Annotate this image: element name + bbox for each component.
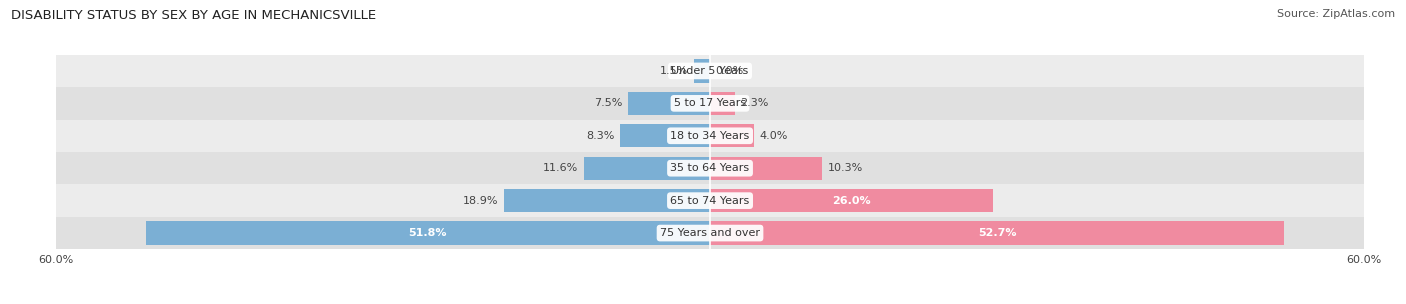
Text: 18.9%: 18.9% — [463, 196, 499, 206]
Bar — [620, 124, 710, 147]
Text: 2.3%: 2.3% — [741, 98, 769, 108]
Bar — [56, 152, 1364, 185]
Text: 5 to 17 Years: 5 to 17 Years — [673, 98, 747, 108]
Bar — [56, 185, 1364, 217]
Text: 11.6%: 11.6% — [543, 163, 578, 173]
Bar — [56, 217, 1364, 249]
Text: Under 5 Years: Under 5 Years — [672, 66, 748, 76]
Text: 52.7%: 52.7% — [979, 228, 1017, 238]
Bar — [710, 157, 823, 180]
Bar — [628, 92, 710, 115]
Text: 10.3%: 10.3% — [828, 163, 863, 173]
Text: 18 to 34 Years: 18 to 34 Years — [671, 131, 749, 141]
Bar — [710, 124, 754, 147]
Text: 8.3%: 8.3% — [586, 131, 614, 141]
Bar — [693, 59, 710, 83]
Bar — [56, 55, 1364, 87]
Text: DISABILITY STATUS BY SEX BY AGE IN MECHANICSVILLE: DISABILITY STATUS BY SEX BY AGE IN MECHA… — [11, 9, 377, 22]
Bar — [56, 87, 1364, 119]
Legend: Male, Female: Male, Female — [650, 303, 770, 304]
Text: 65 to 74 Years: 65 to 74 Years — [671, 196, 749, 206]
Text: 51.8%: 51.8% — [409, 228, 447, 238]
Text: 26.0%: 26.0% — [832, 196, 870, 206]
Text: 1.5%: 1.5% — [659, 66, 689, 76]
Bar — [710, 92, 735, 115]
Bar — [710, 221, 1284, 245]
Text: 35 to 64 Years: 35 to 64 Years — [671, 163, 749, 173]
Bar — [505, 189, 710, 212]
Text: 75 Years and over: 75 Years and over — [659, 228, 761, 238]
Bar — [146, 221, 710, 245]
Bar — [583, 157, 710, 180]
Text: 0.0%: 0.0% — [716, 66, 744, 76]
Text: 7.5%: 7.5% — [595, 98, 623, 108]
Text: Source: ZipAtlas.com: Source: ZipAtlas.com — [1277, 9, 1395, 19]
Bar — [710, 189, 993, 212]
Bar — [56, 119, 1364, 152]
Text: 4.0%: 4.0% — [759, 131, 787, 141]
